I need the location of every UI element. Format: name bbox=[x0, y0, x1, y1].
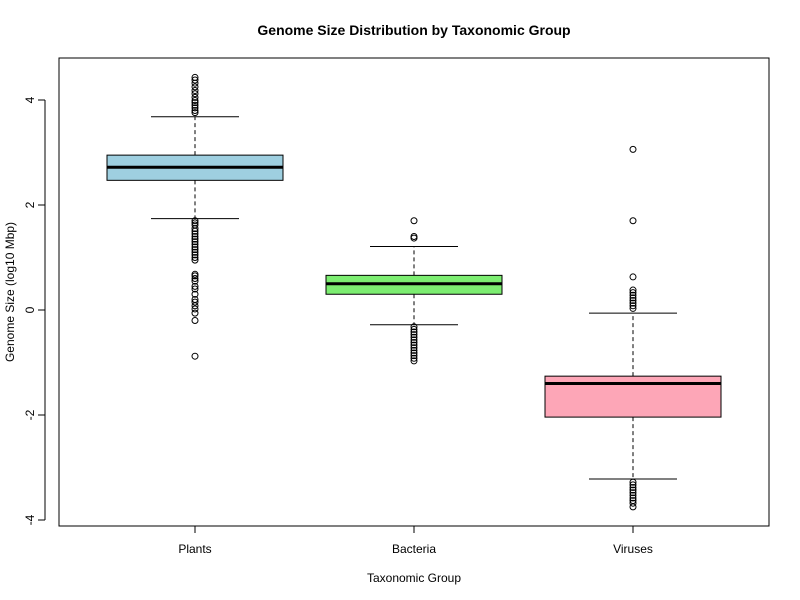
y-tick-label: 4 bbox=[23, 96, 37, 103]
outlier-point bbox=[629, 481, 637, 489]
y-tick-label: 0 bbox=[23, 306, 37, 313]
outlier-point bbox=[191, 282, 199, 290]
outlier-point bbox=[191, 87, 199, 95]
outlier-point bbox=[629, 217, 637, 225]
outlier-point bbox=[191, 217, 199, 225]
outlier-point bbox=[410, 354, 418, 362]
outlier-point bbox=[191, 79, 199, 87]
outlier-point bbox=[629, 289, 637, 297]
outlier-point bbox=[410, 217, 418, 225]
outlier-point bbox=[410, 349, 418, 357]
y-tick-label: -2 bbox=[23, 409, 37, 420]
outlier-point bbox=[410, 333, 418, 341]
outlier-point bbox=[191, 251, 199, 259]
outlier-point bbox=[410, 234, 418, 242]
box-viruses bbox=[544, 145, 722, 511]
outlier-point bbox=[629, 297, 637, 305]
outlier-point bbox=[191, 235, 199, 243]
outlier-point bbox=[191, 97, 199, 105]
outlier-point bbox=[191, 233, 199, 240]
outlier-point bbox=[629, 486, 637, 494]
y-axis: 4 2 0 -2 -4 bbox=[23, 96, 46, 525]
outlier-point bbox=[410, 339, 418, 347]
chart-title: Genome Size Distribution by Taxonomic Gr… bbox=[257, 22, 570, 38]
outlier-point bbox=[629, 483, 637, 491]
outlier-point bbox=[410, 323, 418, 331]
outlier-point bbox=[410, 346, 418, 354]
outlier-point bbox=[629, 489, 637, 497]
x-tick-label: Viruses bbox=[613, 542, 653, 556]
outlier-point bbox=[191, 256, 199, 264]
y-tick-label: -4 bbox=[23, 514, 37, 525]
outlier-point bbox=[191, 76, 199, 84]
outlier-point bbox=[191, 104, 199, 112]
outlier-point bbox=[191, 302, 199, 310]
x-tick-label: Plants bbox=[178, 542, 211, 556]
x-axis-label: Taxonomic Group bbox=[367, 571, 461, 585]
outlier-point bbox=[191, 93, 199, 101]
outlier-point bbox=[629, 145, 637, 153]
outlier-point bbox=[191, 107, 199, 114]
outlier-point bbox=[191, 83, 199, 91]
outlier-point bbox=[191, 254, 199, 261]
outlier-point bbox=[191, 275, 199, 282]
outlier-point bbox=[410, 352, 418, 360]
outlier-point bbox=[191, 101, 199, 109]
y-tick-label: 2 bbox=[23, 201, 37, 208]
outlier-point bbox=[410, 344, 418, 352]
outlier-point bbox=[629, 302, 637, 310]
outlier-point bbox=[191, 90, 199, 98]
outlier-point bbox=[629, 503, 637, 511]
outlier-point bbox=[629, 478, 637, 486]
outlier-point bbox=[191, 243, 199, 251]
outlier-point bbox=[629, 304, 637, 312]
outlier-point bbox=[629, 299, 637, 307]
box-plants bbox=[106, 73, 284, 360]
outlier-point bbox=[629, 273, 637, 281]
x-tick-label: Bacteria bbox=[392, 542, 436, 556]
outlier-point bbox=[410, 331, 418, 339]
outlier-point bbox=[191, 240, 199, 248]
outlier-point bbox=[410, 341, 418, 349]
outlier-point bbox=[629, 494, 637, 502]
outlier-point bbox=[629, 286, 637, 294]
outlier-point bbox=[410, 328, 418, 336]
outlier-point bbox=[191, 246, 199, 254]
outlier-point bbox=[191, 230, 199, 238]
outlier-point bbox=[191, 99, 199, 107]
boxes-layer bbox=[106, 73, 722, 511]
x-axis: Plants Bacteria Viruses bbox=[178, 525, 653, 556]
outlier-point bbox=[191, 248, 199, 256]
outlier-point bbox=[629, 491, 637, 499]
outlier-point bbox=[629, 499, 637, 507]
outlier-point bbox=[191, 290, 199, 298]
outlier-point bbox=[191, 298, 199, 306]
outlier-point bbox=[191, 277, 199, 285]
outlier-point bbox=[629, 294, 637, 302]
outlier-point bbox=[191, 309, 199, 317]
outlier-point bbox=[629, 291, 637, 299]
box-bacteria bbox=[325, 217, 503, 365]
outlier-point bbox=[191, 225, 199, 233]
outlier-point bbox=[191, 238, 199, 246]
outlier-point bbox=[191, 352, 199, 360]
outlier-point bbox=[191, 317, 199, 324]
outlier-point bbox=[191, 285, 199, 293]
outlier-point bbox=[191, 272, 199, 280]
outlier-point bbox=[191, 227, 199, 235]
outlier-point bbox=[191, 305, 199, 313]
outlier-point bbox=[191, 109, 199, 117]
outlier-point bbox=[410, 325, 418, 333]
outlier-point bbox=[410, 336, 418, 344]
y-axis-label: Genome Size (log10 Mbp) bbox=[3, 222, 17, 362]
outlier-point bbox=[410, 357, 418, 365]
